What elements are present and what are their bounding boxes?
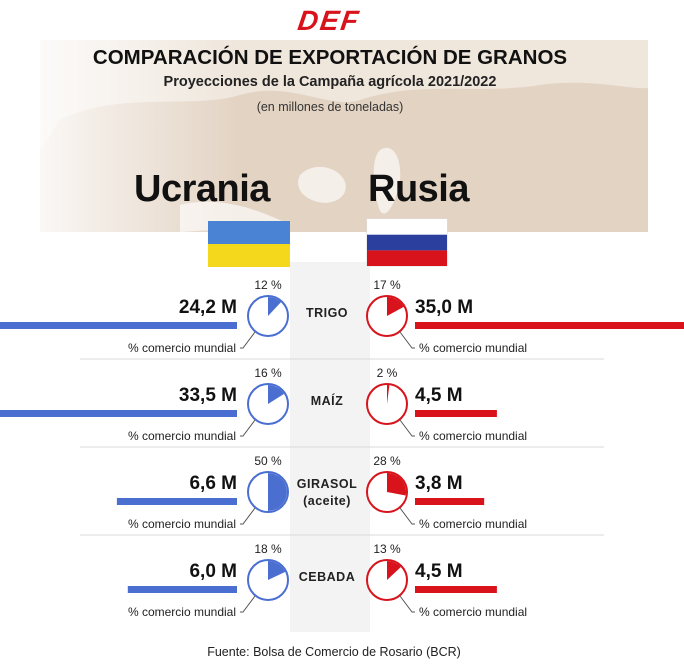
category-label: TRIGO	[306, 306, 348, 320]
share-caption-russia: % comercio mundial	[419, 517, 527, 531]
pie-ukraine-share	[268, 385, 285, 404]
page-subtitle: Proyecciones de la Campaña agrícola 2021…	[163, 74, 497, 90]
value-label-ukraine: 33,5 M	[179, 385, 237, 406]
pie-russia-share	[387, 561, 401, 580]
share-label-russia: 13 %	[373, 542, 401, 556]
bar-ukraine	[0, 322, 237, 329]
share-label-ukraine: 18 %	[254, 542, 282, 556]
share-caption-ukraine: % comercio mundial	[128, 341, 236, 355]
category-label: MAÍZ	[311, 393, 344, 408]
pie-russia-share	[387, 385, 390, 404]
pie-ukraine-share	[268, 297, 282, 316]
leader-line-ukraine	[240, 419, 256, 437]
share-caption-ukraine: % comercio mundial	[128, 429, 236, 443]
leader-line-russia	[399, 331, 415, 349]
pie-ukraine-share	[268, 473, 287, 511]
value-label-ukraine: 24,2 M	[179, 297, 237, 318]
pie-russia-share	[387, 297, 404, 316]
bar-russia	[415, 410, 497, 417]
share-label-ukraine: 16 %	[254, 366, 282, 380]
share-label-russia: 2 %	[377, 366, 398, 380]
bar-ukraine	[127, 586, 237, 593]
value-label-ukraine: 6,0 M	[189, 561, 237, 582]
leader-line-russia	[399, 595, 415, 613]
page-title: COMPARACIÓN DE EXPORTACIÓN DE GRANOS	[92, 46, 568, 69]
category-label: (aceite)	[303, 494, 351, 508]
leader-line-ukraine	[240, 507, 256, 525]
bar-russia	[415, 322, 684, 329]
share-caption-ukraine: % comercio mundial	[128, 517, 236, 531]
leader-line-russia	[399, 507, 415, 525]
leader-line-russia	[399, 419, 415, 437]
value-label-ukraine: 6,6 M	[189, 473, 237, 494]
share-label-russia: 17 %	[373, 278, 401, 292]
share-caption-russia: % comercio mundial	[419, 429, 527, 443]
country-title-ukraine: Ucrania	[134, 168, 270, 210]
share-label-russia: 28 %	[373, 454, 401, 468]
share-label-ukraine: 50 %	[254, 454, 282, 468]
share-caption-russia: % comercio mundial	[419, 341, 527, 355]
country-title-russia: Rusia	[368, 168, 469, 210]
leader-line-ukraine	[240, 595, 256, 613]
category-label: GIRASOL	[297, 477, 357, 491]
bar-ukraine	[0, 410, 237, 417]
pie-ukraine-share	[268, 561, 286, 580]
source-note: Fuente: Bolsa de Comercio de Rosario (BC…	[207, 645, 461, 659]
bar-russia	[415, 586, 497, 593]
pie-russia-share	[387, 473, 406, 496]
value-label-russia: 3,8 M	[415, 473, 463, 494]
share-caption-ukraine: % comercio mundial	[128, 605, 236, 619]
value-label-russia: 4,5 M	[415, 385, 463, 406]
value-label-russia: 4,5 M	[415, 561, 463, 582]
unit-note: (en millones de toneladas)	[256, 100, 404, 114]
share-caption-russia: % comercio mundial	[419, 605, 527, 619]
bar-ukraine	[116, 498, 237, 505]
share-label-ukraine: 12 %	[254, 278, 282, 292]
value-label-russia: 35,0 M	[415, 297, 473, 318]
category-label: CEBADA	[299, 570, 355, 584]
bar-russia	[415, 498, 485, 505]
leader-line-ukraine	[240, 331, 256, 349]
